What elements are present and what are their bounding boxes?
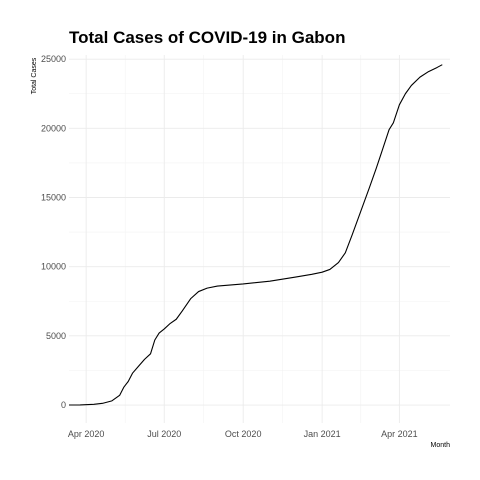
x-tick-label: Oct 2020 [225,429,262,439]
y-tick-label: 5000 [46,331,66,341]
y-tick-label: 20000 [41,123,66,133]
y-tick-label: 10000 [41,262,66,272]
x-tick-label: Apr 2021 [381,429,418,439]
series-layer [68,64,443,406]
grid [69,55,450,423]
chart-title: Total Cases of COVID-19 in Gabon [69,28,345,47]
series-line [68,64,443,406]
x-tick-label: Jul 2020 [147,429,181,439]
x-axis-label: Month [431,442,451,449]
y-tick-label: 25000 [41,54,66,64]
y-tick-label: 15000 [41,192,66,202]
y-tick-label: 0 [61,400,66,410]
y-axis-label: Total Cases [31,57,38,94]
x-tick-label: Jan 2021 [304,429,341,439]
x-tick-label: Apr 2020 [68,429,105,439]
y-tick-labels: 0 5000 10000 15000 20000 25000 [41,54,66,410]
x-tick-labels: Apr 2020 Jul 2020 Oct 2020 Jan 2021 Apr 2021 [68,429,418,439]
